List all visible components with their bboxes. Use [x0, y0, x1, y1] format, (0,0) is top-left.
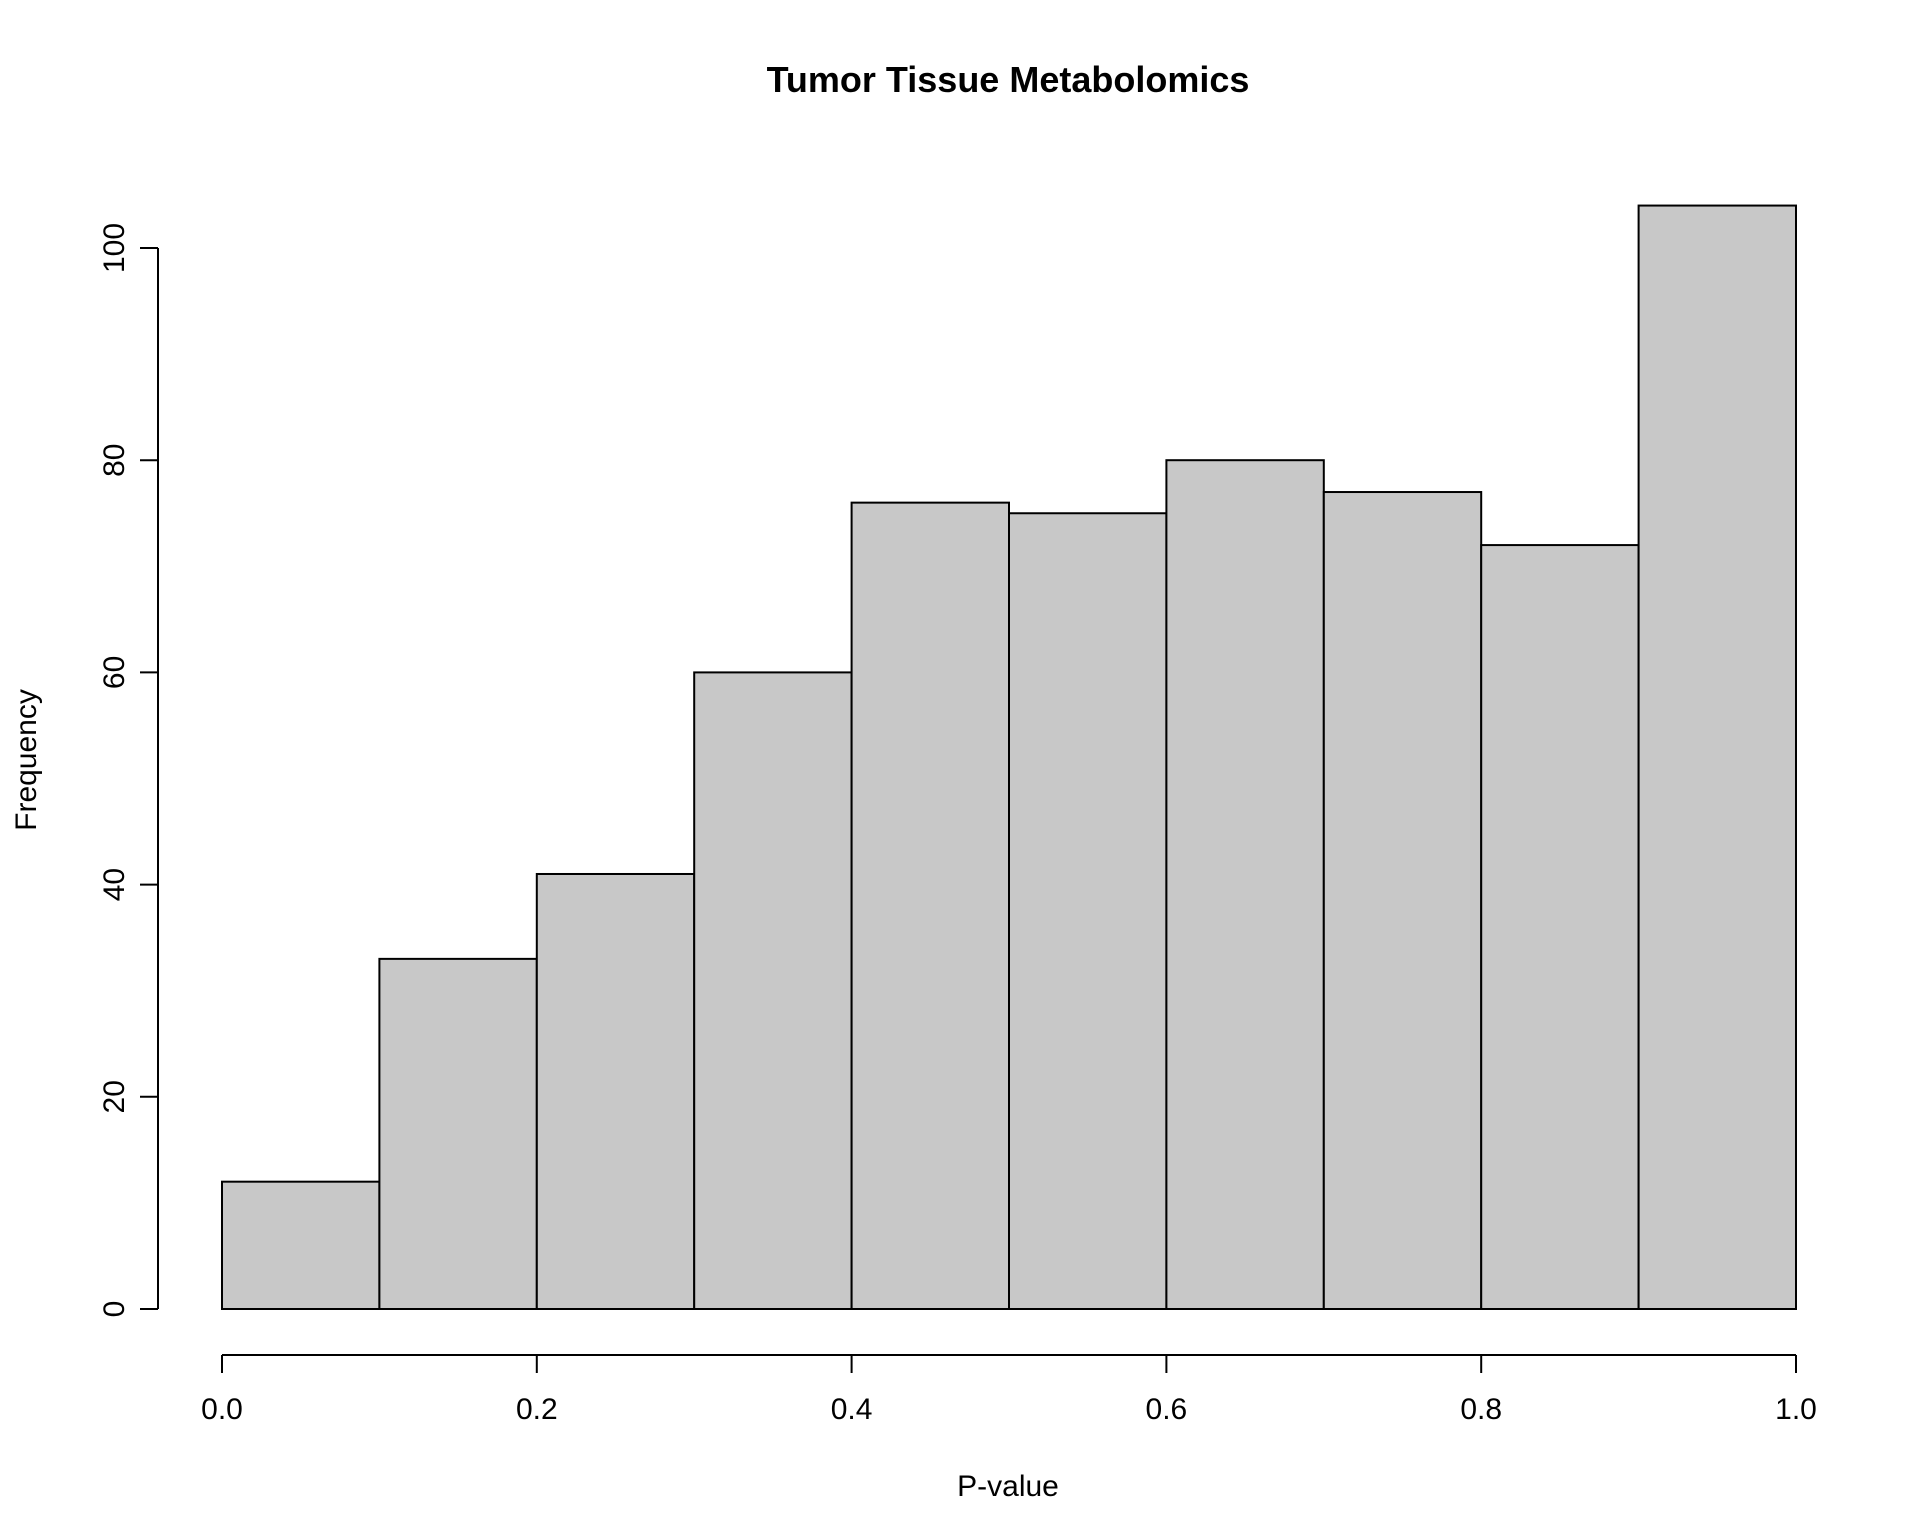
x-tick-label-3: 0.6 [1146, 1393, 1188, 1426]
y-tick-label-4: 80 [98, 444, 131, 477]
x-tick-label-0: 0.0 [201, 1393, 243, 1426]
histogram-bar-2 [535, 872, 696, 1310]
histogram-bar-0 [221, 1180, 381, 1311]
bars-group [221, 204, 1797, 1311]
y-axis-label: Frequency [10, 689, 43, 831]
histogram-bar-8 [1480, 544, 1640, 1310]
histogram-bar-9 [1637, 204, 1797, 1310]
histogram-bar-5 [1008, 512, 1168, 1310]
y-tick-label-5: 100 [98, 223, 131, 273]
x-axis-label: P-value [957, 1470, 1059, 1503]
y-tick-label-2: 40 [98, 868, 131, 901]
x-tick-label-1: 0.2 [516, 1393, 558, 1426]
histogram-bar-1 [378, 957, 538, 1310]
x-tick-label-2: 0.4 [831, 1393, 873, 1426]
x-tick-label-4: 0.8 [1460, 1393, 1502, 1426]
histogram-bar-6 [1165, 459, 1325, 1310]
histogram-bar-7 [1322, 491, 1483, 1310]
y-tick-label-3: 60 [98, 656, 131, 689]
x-axis: 0.0 0.2 0.4 0.6 0.8 1.0 [201, 1354, 1817, 1426]
y-axis: 0 20 40 60 80 100 [98, 223, 159, 1318]
x-tick-label-5: 1.0 [1775, 1393, 1817, 1426]
histogram-bar-3 [693, 671, 853, 1310]
histogram-bar-4 [850, 501, 1010, 1310]
y-tick-label-0: 0 [98, 1301, 131, 1318]
chart-title: Tumor Tissue Metabolomics [767, 59, 1250, 100]
y-tick-label-1: 20 [98, 1080, 131, 1113]
